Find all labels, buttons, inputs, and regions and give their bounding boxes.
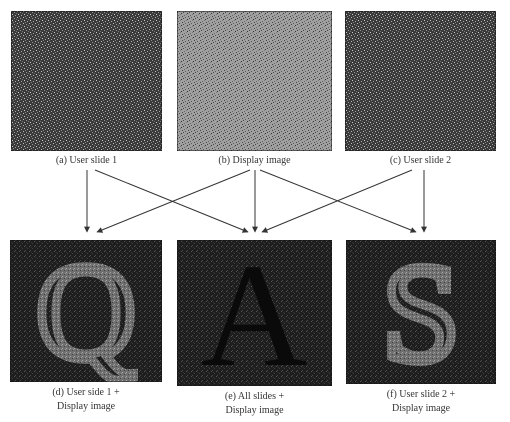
overlay-d-panel: Q — [10, 240, 162, 382]
glyph-q: Q — [36, 240, 136, 382]
user-slide-2-panel — [345, 11, 496, 151]
user-slide-1-panel — [11, 11, 162, 151]
caption-c: (c) User slide 2 — [389, 155, 452, 166]
overlay-f-panel: S — [346, 240, 496, 384]
overlay-e-panel: A — [177, 240, 332, 386]
user-slide-2-noise-image — [345, 11, 496, 151]
glyph-a: A — [201, 240, 308, 386]
glyph-s: S — [382, 240, 460, 384]
display-image-noise — [177, 11, 332, 151]
arrow-b-to-d — [96, 169, 251, 233]
caption-d: (d) User side 1 + Display image — [52, 387, 120, 412]
display-image-panel — [177, 11, 332, 151]
overlay-e-image: A — [177, 240, 332, 386]
user-slide-1-noise-image — [11, 11, 162, 151]
caption-b: (b) Display image — [218, 155, 291, 166]
overlay-f-image: S — [346, 240, 496, 384]
caption-f: (f) User slide 2 + Display image — [386, 389, 456, 414]
caption-a: (a) User slide 1 — [55, 155, 118, 166]
arrow-a-to-e — [94, 169, 249, 233]
overlay-d-image: Q — [10, 240, 162, 382]
caption-e: (e) All slides + Display image — [224, 391, 285, 416]
arrow-c-to-e — [261, 169, 413, 233]
